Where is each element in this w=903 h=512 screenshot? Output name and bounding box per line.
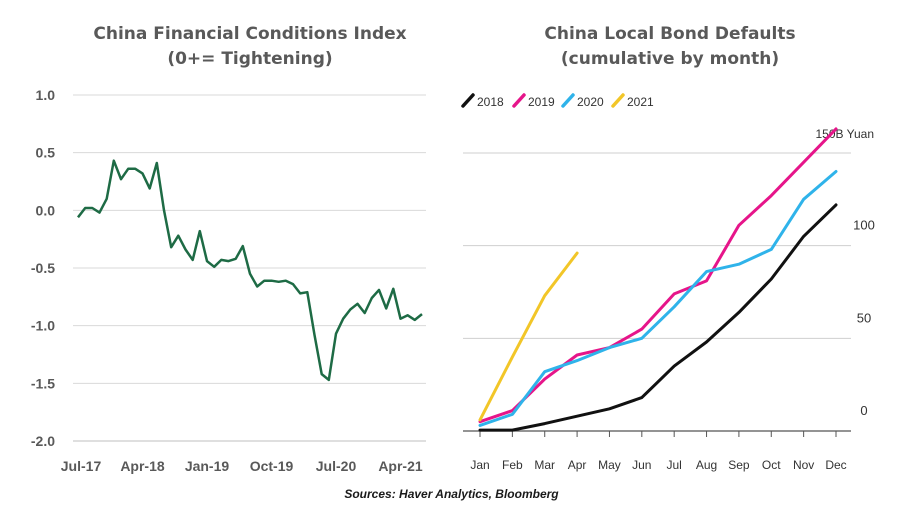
legend-label-2018: 2018	[477, 95, 504, 109]
fci-xtick-label: Apr-21	[378, 458, 423, 474]
fci-ytick-label: -1.5	[31, 375, 55, 391]
defaults-unit-label: 150B Yuan	[815, 127, 874, 141]
series-line-2020	[478, 170, 838, 427]
defaults-ytick-label: 100	[853, 218, 875, 233]
defaults-xtick-label: Jan	[470, 458, 489, 472]
fci-xtick-label: Jul-20	[316, 458, 357, 474]
series-line-2021	[478, 251, 579, 422]
source-note: Sources: Haver Analytics, Bloomberg	[344, 487, 559, 501]
fci-ytick-label: -0.5	[31, 260, 55, 276]
legend-swatch-2018	[461, 93, 475, 108]
defaults-title: China Local Bond Defaults	[544, 24, 796, 44]
fci-series-line	[77, 159, 423, 382]
defaults-xtick-label: Aug	[696, 458, 717, 472]
fci-title: China Financial Conditions Index	[93, 24, 407, 44]
fci-ytick-label: -1.0	[31, 318, 55, 334]
defaults-ytick-label: 0	[860, 403, 867, 418]
defaults-xtick-label: Nov	[793, 458, 814, 472]
fci-chart-title: China Financial Conditions Index (0+= Ti…	[40, 22, 460, 72]
defaults-xtick-label: Feb	[502, 458, 523, 472]
fci-xtick-label: Oct-19	[250, 458, 294, 474]
defaults-xtick-label: Dec	[825, 458, 846, 472]
defaults-xtick-label: Mar	[534, 458, 555, 472]
fci-xtick-label: Apr-18	[120, 458, 165, 474]
defaults-chart-title: China Local Bond Defaults (cumulative by…	[480, 22, 860, 72]
series-line-2018	[478, 203, 838, 432]
fci-ytick-label: 1.0	[36, 87, 56, 103]
fci-subtitle: (0+= Tightening)	[167, 49, 333, 69]
series-line-2019	[478, 127, 838, 424]
fci-ytick-label: 0.0	[36, 202, 56, 218]
legend-swatch-2021	[611, 93, 625, 108]
defaults-xtick-label: Apr	[568, 458, 587, 472]
defaults-subtitle: (cumulative by month)	[560, 49, 780, 69]
defaults-xtick-label: Sep	[728, 458, 750, 472]
defaults-xtick-label: Jun	[632, 458, 651, 472]
defaults-xtick-label: Jul	[667, 458, 682, 472]
legend-label-2021: 2021	[627, 95, 654, 109]
fci-ytick-label: 0.5	[36, 145, 56, 161]
defaults-xtick-label: Oct	[762, 458, 781, 472]
fci-ytick-label: -2.0	[31, 433, 55, 449]
defaults-ytick-label: 50	[857, 310, 871, 325]
legend-label-2020: 2020	[577, 95, 604, 109]
fci-xtick-label: Jan-19	[185, 458, 230, 474]
defaults-xtick-label: May	[598, 458, 621, 472]
legend-label-2019: 2019	[528, 95, 555, 109]
legend-swatch-2019	[512, 93, 526, 108]
fci-xtick-label: Jul-17	[61, 458, 102, 474]
legend-swatch-2020	[561, 93, 575, 108]
